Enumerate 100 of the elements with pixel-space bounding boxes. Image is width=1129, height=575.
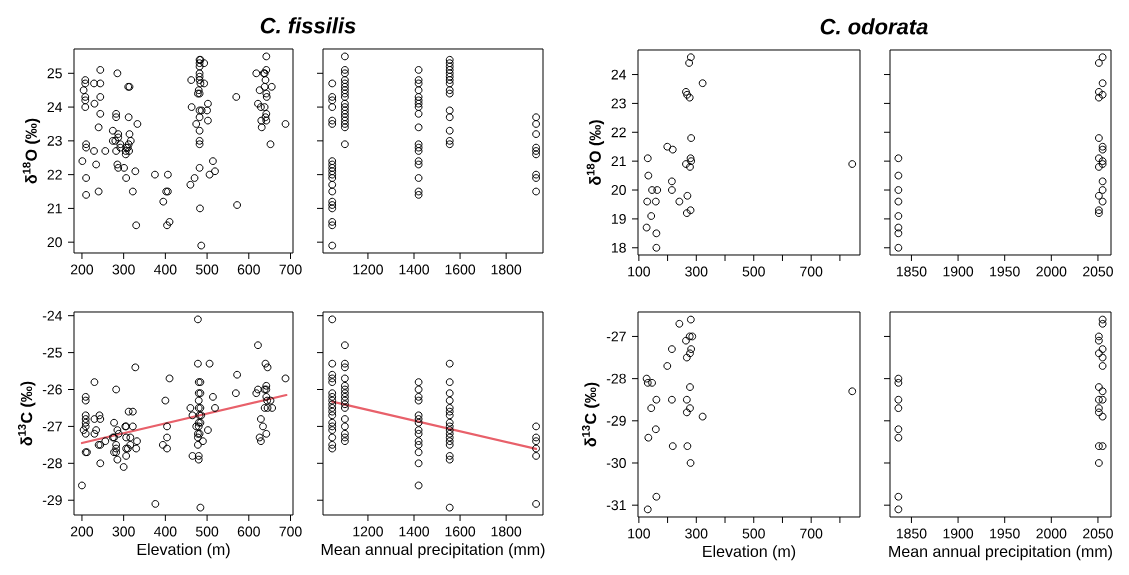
- point: [894, 212, 903, 220]
- x-tick-label: 100: [628, 528, 650, 539]
- chart-title: C. fissilis: [260, 17, 356, 34]
- point: [1098, 177, 1107, 186]
- point: [688, 332, 697, 341]
- point: [687, 345, 696, 354]
- point: [685, 332, 694, 341]
- point: [652, 229, 661, 238]
- x-tick-label: 300: [685, 266, 708, 277]
- point: [642, 223, 651, 232]
- x-tick-label: 700: [279, 526, 302, 537]
- point: [685, 59, 694, 67]
- y-axis-title: δ$^{18}$O (‰): [22, 118, 41, 184]
- point: [643, 197, 652, 206]
- x-tick-label: 200: [70, 264, 94, 275]
- y-tick-label: 24: [47, 102, 63, 112]
- point: [683, 442, 692, 451]
- x-tick-label: 1200: [353, 264, 383, 275]
- point: [894, 492, 903, 501]
- point: [1098, 157, 1107, 166]
- point: [1098, 160, 1107, 168]
- point: [652, 492, 661, 501]
- point: [685, 93, 694, 102]
- point: [1094, 336, 1103, 345]
- x-tick-label: 200: [70, 526, 94, 537]
- y-tick-label: 20: [611, 185, 626, 195]
- point: [894, 186, 903, 194]
- point: [668, 145, 677, 154]
- point: [686, 154, 695, 163]
- x-tick-label: 1600: [445, 526, 476, 537]
- point: [682, 395, 691, 404]
- point: [1094, 349, 1103, 358]
- point: [1098, 353, 1107, 362]
- point: [653, 186, 662, 194]
- point: [668, 177, 676, 186]
- y-tick-label: 19: [611, 213, 626, 224]
- point: [675, 197, 684, 206]
- point: [894, 395, 903, 404]
- point: [1098, 412, 1107, 421]
- y-tick-label: 23: [611, 98, 626, 109]
- y-tick-label: -30: [606, 458, 626, 468]
- y-tick-label: -25: [42, 347, 62, 358]
- x-tick-label: 2000: [1036, 266, 1067, 277]
- y-tick-label: -27: [42, 421, 62, 432]
- point: [894, 374, 903, 383]
- point: [648, 186, 656, 194]
- point: [643, 154, 652, 163]
- point: [894, 197, 903, 206]
- point: [1098, 145, 1107, 154]
- point: [647, 212, 656, 220]
- y-tick-label: 24: [611, 69, 627, 80]
- y-axis-title: δ$^{18}$O (‰): [586, 120, 605, 185]
- point: [683, 90, 692, 99]
- point: [1094, 404, 1103, 413]
- x-tick-label: 600: [237, 264, 260, 275]
- point: [1098, 387, 1107, 396]
- point: [894, 433, 903, 442]
- point: [686, 315, 695, 324]
- point: [663, 142, 672, 151]
- point: [848, 387, 857, 396]
- point: [1094, 206, 1103, 215]
- point: [1094, 408, 1103, 417]
- point: [1098, 362, 1107, 370]
- y-tick-label: -26: [42, 384, 62, 395]
- point: [668, 395, 676, 404]
- point: [894, 505, 903, 514]
- point: [894, 171, 903, 180]
- point: [1094, 93, 1103, 102]
- point: [643, 378, 652, 387]
- point: [1094, 209, 1103, 218]
- point: [663, 362, 672, 370]
- x-tick-label: 400: [154, 526, 177, 537]
- point: [686, 163, 694, 171]
- y-tick-label: -24: [42, 310, 63, 321]
- point: [1094, 442, 1103, 451]
- x-tick-label: 300: [685, 528, 708, 539]
- y-tick-label: 20: [47, 237, 62, 248]
- point: [652, 395, 661, 404]
- point: [686, 404, 694, 413]
- x-axis-title: Mean annual precipitation (mm): [321, 543, 545, 559]
- x-tick-label: 1900: [943, 528, 974, 539]
- y-tick-label: -29: [606, 415, 626, 426]
- point: [682, 408, 691, 417]
- x-tick-label: 700: [279, 264, 302, 275]
- point: [682, 87, 690, 96]
- point: [647, 404, 656, 413]
- point: [698, 79, 707, 88]
- point: [686, 53, 695, 62]
- point: [894, 229, 903, 238]
- y-tick-label: 23: [47, 135, 62, 146]
- point: [894, 154, 903, 163]
- point: [1094, 459, 1103, 467]
- point: [686, 459, 695, 467]
- chart-title: C. odorata: [820, 18, 928, 35]
- x-tick-label: 1200: [353, 526, 383, 537]
- point: [686, 349, 694, 358]
- point: [1098, 90, 1107, 99]
- point: [683, 191, 692, 200]
- y-tick-label: 18: [611, 242, 626, 253]
- point: [687, 157, 696, 166]
